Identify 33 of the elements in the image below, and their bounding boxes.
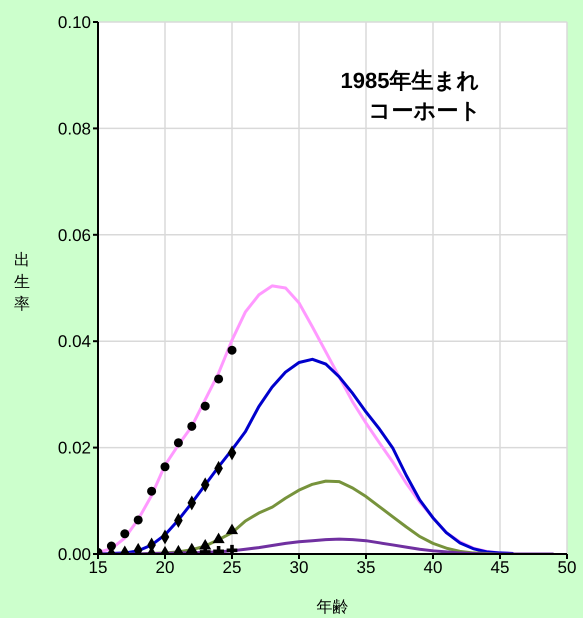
- point: [160, 462, 170, 472]
- point: [226, 524, 238, 534]
- x-tick-label: 45: [490, 558, 510, 578]
- point: [120, 529, 130, 538]
- y-tick-label: 0.06: [58, 226, 91, 245]
- point: [187, 422, 196, 431]
- y-tick-label: 0.10: [58, 13, 91, 32]
- x-axis-title: 年齢: [316, 598, 348, 616]
- point: [212, 532, 225, 544]
- text: コーホート: [368, 98, 482, 123]
- point: [226, 544, 238, 554]
- x-tick-label: 35: [356, 558, 376, 578]
- point: [227, 346, 237, 355]
- y-tick-label: 0.00: [58, 545, 91, 564]
- y-axis-title: 出生率: [14, 251, 30, 313]
- y-tick-label: 0.08: [58, 119, 91, 138]
- x-tick-label: 40: [424, 558, 442, 578]
- point: [214, 374, 224, 384]
- x-tick-label: 25: [222, 558, 242, 578]
- y-tick-label: 0.04: [58, 332, 91, 352]
- x-tick-label: 50: [558, 558, 576, 578]
- point: [174, 438, 183, 448]
- point: [106, 542, 116, 551]
- x-tick-label: 15: [88, 558, 108, 578]
- point: [186, 542, 198, 554]
- text: 1985年生まれ: [340, 68, 480, 93]
- point: [147, 486, 156, 496]
- point: [199, 539, 212, 550]
- point: [200, 402, 210, 411]
- x-tick-label: 20: [156, 558, 174, 578]
- point: [134, 515, 143, 524]
- x-tick-label: 30: [290, 558, 308, 578]
- y-tick-label: 0.02: [58, 438, 91, 458]
